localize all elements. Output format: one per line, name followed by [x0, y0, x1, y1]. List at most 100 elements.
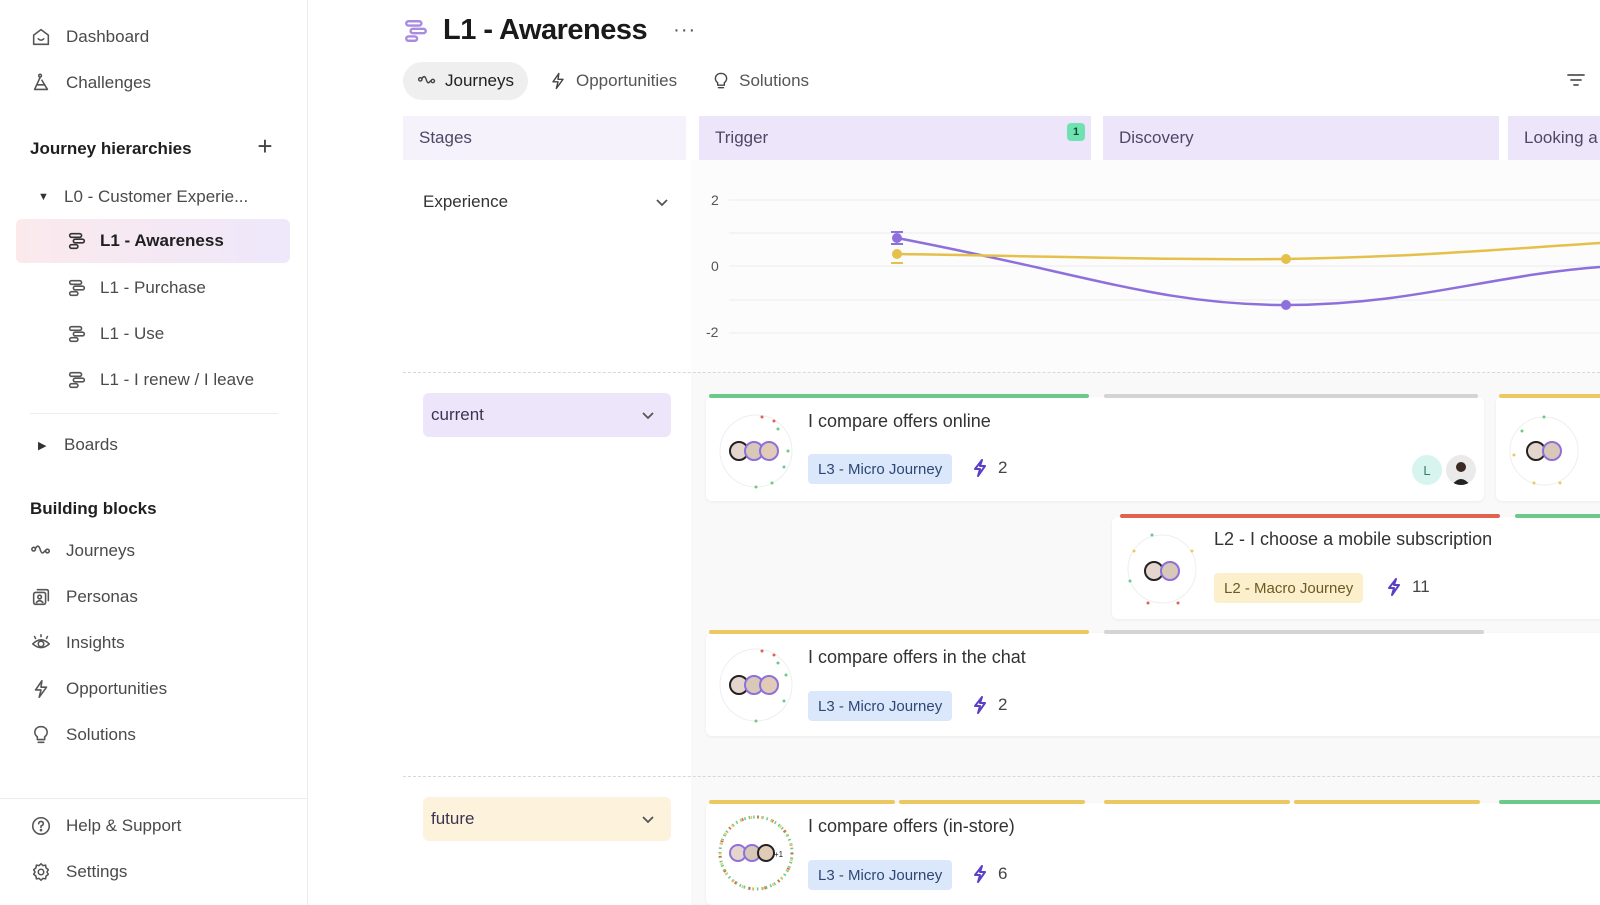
series-current-line [896, 236, 1600, 307]
lane-select-current[interactable]: current [423, 393, 671, 437]
chevron-down-icon [642, 412, 654, 420]
journey-card[interactable]: I compare offers in the chat L3 - Micro … [706, 630, 1600, 736]
tree-item-boards[interactable]: ▶ Boards [38, 430, 118, 460]
data-point[interactable] [1281, 300, 1291, 310]
data-point[interactable] [892, 233, 902, 243]
tree-item-l0-customer-experience[interactable]: ▼ L0 - Customer Experie... [38, 182, 248, 212]
sidebar-item-settings[interactable]: Settings [30, 857, 127, 887]
series-future-line [896, 241, 1600, 261]
chevron-down-icon [642, 816, 654, 824]
sidebar-item-challenges[interactable]: Challenges [30, 68, 151, 98]
tree-item-l1-awareness[interactable]: L1 - Awareness [16, 219, 290, 263]
flask-icon [33, 73, 49, 91]
tab-solutions[interactable]: Solutions [697, 62, 823, 100]
data-point[interactable] [1281, 254, 1291, 264]
stage-label: Trigger [715, 128, 769, 147]
tree-item-l1-use[interactable]: L1 - Use [66, 319, 164, 349]
experience-row-toggle[interactable]: Experience [423, 192, 669, 212]
caret-down-icon[interactable]: ▼ [38, 191, 49, 203]
tab-label: Journeys [445, 71, 514, 90]
tree-item-content: L1 - Awareness [66, 226, 224, 256]
tree-item-label: L1 - Use [100, 324, 165, 343]
lightning-icon [974, 459, 986, 477]
journey-icon [417, 75, 436, 84]
stage-header-trigger[interactable]: Trigger 1 [699, 116, 1091, 160]
stage-label: Discovery [1119, 128, 1194, 147]
sidebar-item-label: Challenges [66, 73, 152, 92]
persona-sentiment-ring: +1 [718, 815, 794, 891]
sidebar-item-label: Personas [66, 587, 138, 606]
lane-select-future[interactable]: future [423, 797, 671, 841]
lightning-icon [1388, 578, 1400, 596]
persona-sentiment-ring [719, 414, 793, 489]
divider [0, 798, 308, 799]
tab-journeys[interactable]: Journeys [403, 62, 528, 100]
level-tag[interactable]: L3 - Micro Journey [808, 691, 953, 721]
opportunity-count-value: 2 [998, 695, 1008, 714]
user-avatar[interactable] [1446, 455, 1476, 485]
sidebar-item-help[interactable]: Help & Support [30, 811, 181, 841]
stage-header-looking[interactable]: Looking a [1508, 116, 1600, 160]
tab-label: Solutions [739, 71, 810, 90]
eye-icon [31, 633, 51, 649]
stage-bar [1104, 800, 1290, 804]
stage-header-discovery[interactable]: Discovery [1103, 116, 1499, 160]
chevron-down-icon [656, 199, 668, 207]
stages-header: Stages [403, 116, 686, 160]
journey-card-partial[interactable] [1496, 394, 1600, 501]
stage-bar [1499, 800, 1600, 804]
card-title: L2 - I choose a mobile subscription [1214, 529, 1493, 549]
extra-personas-count: +1 [774, 850, 784, 859]
sidebar-item-dashboard[interactable]: Dashboard [30, 22, 149, 52]
level-tag[interactable]: L3 - Micro Journey [808, 454, 953, 484]
journey-icon [31, 545, 51, 554]
persona-sentiment-ring [719, 648, 793, 723]
user-photo-icon [1452, 462, 1470, 485]
opportunity-count[interactable]: 2 [972, 695, 1007, 715]
ytick-neg2: -2 [706, 324, 719, 340]
stage-bar [899, 800, 1085, 804]
stages-label: Stages [419, 128, 472, 147]
row-divider [403, 776, 1600, 777]
page-header: L1 - Awareness ··· [403, 14, 696, 47]
add-hierarchy-button[interactable]: + [257, 131, 273, 161]
opportunity-count[interactable]: 11 [1386, 577, 1430, 597]
sidebar-item-opportunities[interactable]: Opportunities [30, 674, 167, 704]
data-point[interactable] [892, 249, 902, 259]
lightning-icon [974, 696, 986, 714]
experience-chart: 2 0 -2 [706, 192, 1600, 340]
ytick-2: 2 [711, 192, 719, 208]
row-divider [403, 372, 1600, 373]
ytick-0: 0 [711, 258, 719, 274]
sidebar-item-label: Help & Support [66, 816, 182, 835]
tab-label: Opportunities [575, 71, 678, 90]
journey-card[interactable]: L2 - I choose a mobile subscription L2 -… [1112, 514, 1600, 619]
journey-card[interactable]: +1 I compare offers (in-store) L3 - Micr… [706, 800, 1600, 905]
lightning-icon [34, 679, 48, 699]
hierarchy-icon [68, 371, 86, 389]
journey-card[interactable]: I compare offers online L3 - Micro Journ… [706, 394, 1484, 501]
caret-right-icon[interactable]: ▶ [38, 439, 47, 452]
card-title: I compare offers online [808, 411, 991, 431]
lightning-icon [552, 72, 564, 90]
filter-icon[interactable] [1566, 72, 1586, 88]
stage-bar [1104, 394, 1478, 398]
opportunity-count[interactable]: 6 [972, 864, 1007, 884]
stage-bar [709, 800, 895, 804]
more-options-button[interactable]: ··· [673, 19, 697, 41]
sidebar-item-insights[interactable]: Insights [30, 628, 125, 658]
assignee-avatar[interactable]: L [1412, 455, 1442, 485]
persona-sentiment-ring [1509, 415, 1579, 486]
tab-opportunities[interactable]: Opportunities [534, 62, 691, 100]
sidebar-item-journeys[interactable]: Journeys [30, 536, 135, 566]
level-tag[interactable]: L2 - Macro Journey [1214, 573, 1364, 603]
tree-item-l1-renew-leave[interactable]: L1 - I renew / I leave [66, 365, 254, 395]
hierarchy-icon [68, 232, 86, 250]
tree-item-label: L0 - Customer Experie... [64, 187, 249, 206]
opportunity-count[interactable]: 2 [972, 458, 1007, 478]
sidebar-item-solutions[interactable]: Solutions [30, 720, 136, 750]
sidebar-item-personas[interactable]: Personas [30, 582, 138, 612]
main-content: L1 - Awareness ··· Journeys Opportunitie… [308, 0, 1600, 905]
level-tag[interactable]: L3 - Micro Journey [808, 860, 953, 890]
tree-item-l1-purchase[interactable]: L1 - Purchase [66, 273, 206, 303]
